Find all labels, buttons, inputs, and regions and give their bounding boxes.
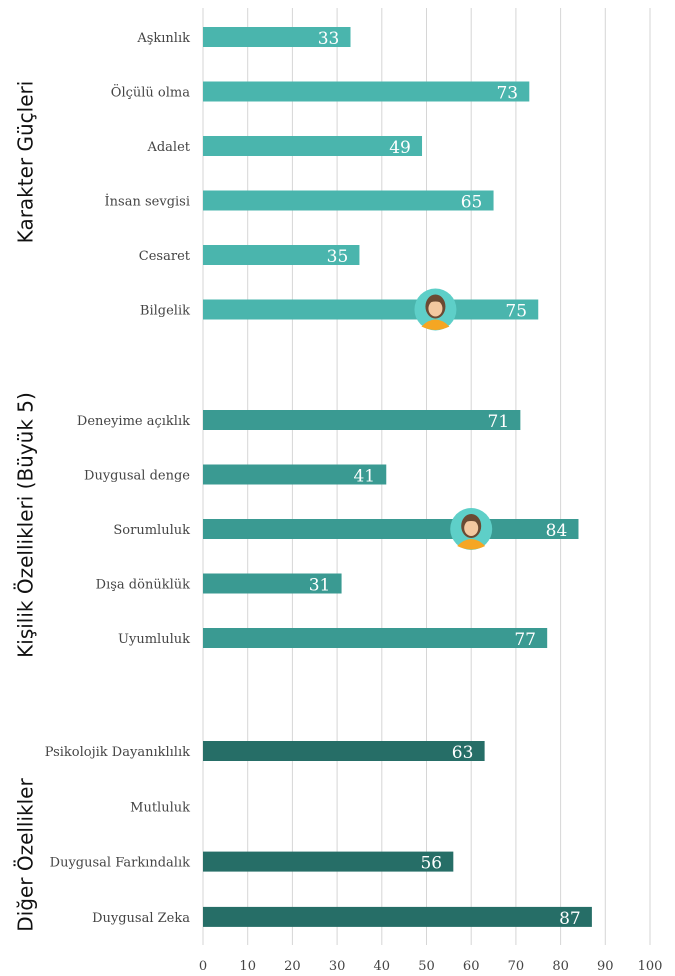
bar (203, 519, 579, 539)
avatar-bangs (427, 299, 444, 304)
avatars (414, 288, 493, 550)
x-tick-label: 60 (463, 959, 480, 974)
avatar-shirt (457, 539, 486, 550)
bar (203, 851, 454, 872)
bar (203, 27, 351, 47)
category-label: Dışa dönüklük (96, 578, 190, 593)
category-label: Deneyime açıklık (77, 414, 190, 429)
category-label: Duygusal denge (84, 469, 190, 484)
category-label: Bilgelik (140, 304, 190, 319)
x-tick-label: 100 (638, 959, 663, 974)
data-label: 49 (389, 138, 411, 158)
value-labels: 33 73 49 65 35 75 71 41 84 31 77 63 56 87 (309, 29, 581, 929)
avatar-face (428, 300, 443, 317)
avatar-icon (414, 288, 457, 331)
data-label: 31 (309, 576, 331, 596)
category-label: Cesaret (139, 249, 191, 264)
category-label: Aşkınlık (136, 31, 190, 46)
data-label: 77 (514, 630, 536, 650)
category-label: Duygusal Farkındalık (50, 856, 190, 871)
category-label: Ölçülü olma (111, 84, 190, 101)
data-label: 84 (546, 521, 568, 541)
data-label: 71 (488, 412, 510, 432)
data-label: 73 (496, 84, 518, 104)
bar (203, 190, 494, 211)
data-label: 33 (318, 29, 340, 49)
bar (203, 410, 521, 430)
avatar-face (464, 520, 479, 536)
category-label: Uyumluluk (118, 632, 190, 647)
avatar-bangs (463, 519, 480, 523)
group-label: Diğer Özellikler (14, 778, 38, 932)
bar (203, 299, 539, 320)
x-tick-label: 0 (199, 959, 207, 974)
category-label: İnsan sevgisi (105, 193, 190, 210)
bars (203, 27, 592, 927)
data-label: 56 (420, 854, 442, 874)
x-axis-ticks: 0 10 20 30 40 50 60 70 80 90 100 (199, 959, 663, 974)
group-label: Karakter Güçleri (14, 81, 38, 244)
bar (203, 136, 423, 156)
data-label: 65 (461, 193, 483, 213)
group-label: Kişilik Özellikleri (Büyük 5) (14, 392, 38, 658)
x-tick-label: 80 (552, 959, 569, 974)
category-label: Adalet (146, 140, 190, 155)
category-label: Mutluluk (130, 800, 190, 815)
avatar-icon (450, 508, 493, 550)
data-label: 87 (559, 909, 581, 929)
x-tick-label: 50 (418, 959, 435, 974)
category-label: Sorumluluk (113, 523, 190, 538)
bar (203, 628, 548, 648)
data-label: 35 (327, 247, 349, 267)
bar (203, 573, 342, 594)
x-tick-label: 20 (284, 959, 301, 974)
data-label: 41 (353, 467, 375, 487)
bar (203, 245, 360, 265)
data-label: 63 (452, 743, 474, 763)
x-tick-label: 10 (239, 959, 256, 974)
data-label: 75 (505, 302, 527, 322)
bar (203, 464, 387, 485)
group-labels: Karakter Güçleri Kişilik Özellikleri (Büy… (14, 81, 38, 932)
category-label: Psikolojik Dayanıklılık (45, 745, 190, 760)
bar (203, 906, 592, 927)
bar (203, 741, 485, 761)
x-tick-label: 30 (329, 959, 346, 974)
category-label: Duygusal Zeka (92, 911, 190, 926)
x-tick-label: 90 (597, 959, 614, 974)
category-labels: Aşkınlık Ölçülü olma Adalet İnsan sevgisi Ce… (45, 31, 191, 926)
avatar-shirt (421, 319, 450, 330)
x-tick-label: 40 (374, 959, 391, 974)
x-tick-label: 70 (508, 959, 525, 974)
bar (203, 81, 530, 102)
